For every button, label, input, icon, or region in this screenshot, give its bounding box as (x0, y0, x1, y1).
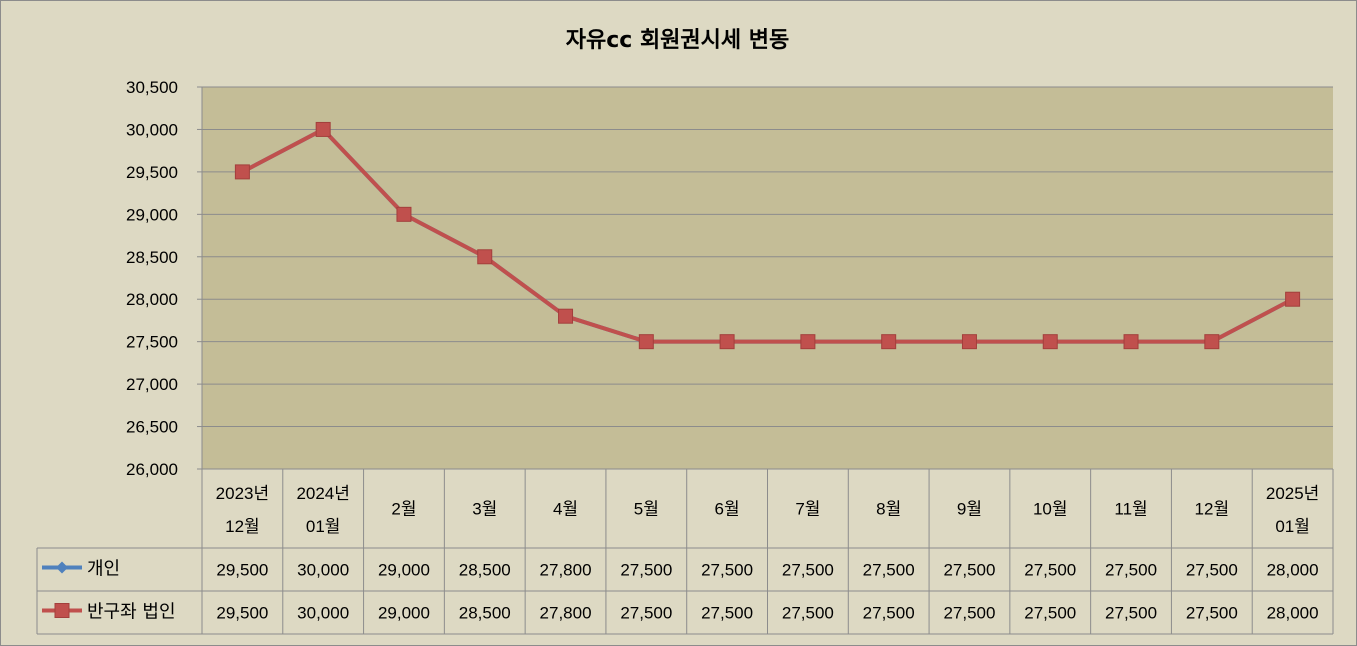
series-1-point (800, 334, 816, 350)
data-label: 29,500 (216, 561, 268, 580)
chart-title: 자유cc 회원권시세 변동 (565, 28, 790, 53)
y-tick-label: 30,500 (126, 78, 178, 97)
category-label: 3월 (472, 500, 497, 519)
series-1-point (1204, 334, 1220, 350)
series-line-1 (241, 127, 1294, 344)
data-label: 27,500 (701, 604, 753, 623)
series-1-point (719, 334, 735, 350)
category-label: 7월 (795, 500, 820, 519)
legend-label-0: 개인 (87, 559, 120, 580)
category-label: 9월 (957, 500, 982, 519)
category-label: 10월 (1033, 500, 1068, 519)
data-label: 27,500 (620, 561, 672, 580)
data-label: 27,500 (1186, 561, 1238, 580)
series-1-point (961, 334, 977, 350)
data-label: 28,000 (1267, 561, 1319, 580)
category-label: 5월 (634, 500, 659, 519)
category-label: 6월 (715, 500, 740, 519)
data-label: 27,500 (782, 561, 834, 580)
legend-key-marker-1 (54, 603, 70, 618)
plot-area (202, 87, 1333, 469)
data-label: 27,500 (863, 604, 915, 623)
y-tick-label: 27,500 (126, 333, 178, 352)
y-tick-label: 26,000 (126, 460, 178, 479)
data-label: 28,500 (459, 604, 511, 623)
category-label: 8월 (876, 500, 901, 519)
category-label-line1: 2025년 (1266, 484, 1319, 503)
data-label: 27,800 (540, 604, 592, 623)
series-1-point (234, 164, 250, 180)
data-label: 27,500 (943, 561, 995, 580)
series-1-point (638, 334, 654, 350)
y-tick-label: 29,500 (126, 163, 178, 182)
data-label: 28,000 (1267, 604, 1319, 623)
data-label: 27,500 (943, 604, 995, 623)
data-label: 27,500 (782, 604, 834, 623)
data-label: 27,500 (701, 561, 753, 580)
data-label: 27,500 (1024, 604, 1076, 623)
data-label: 27,500 (1186, 604, 1238, 623)
y-tick-label: 28,500 (126, 248, 178, 267)
legend-key-marker-0 (56, 561, 68, 574)
y-tick-label: 28,000 (126, 290, 178, 309)
category-label: 12월 (1195, 500, 1230, 519)
data-label: 27,500 (1024, 561, 1076, 580)
category-label: 2월 (391, 500, 416, 519)
category-label: 4월 (553, 500, 578, 519)
data-label: 27,500 (1105, 561, 1157, 580)
category-label-line2: 01월 (1275, 517, 1310, 536)
data-label: 29,000 (378, 604, 430, 623)
y-tick-label: 29,000 (126, 205, 178, 224)
y-tick-label: 26,500 (126, 418, 178, 437)
series-1-point (558, 308, 574, 324)
data-label: 28,500 (459, 561, 511, 580)
series-1-point (396, 206, 412, 222)
y-tick-label: 30,000 (126, 120, 178, 139)
data-label: 30,000 (297, 561, 349, 580)
data-label: 30,000 (297, 604, 349, 623)
y-tick-label: 27,000 (126, 375, 178, 394)
category-label-line2: 01월 (306, 517, 341, 536)
series-1-point (1123, 334, 1139, 350)
category-label: 11월 (1114, 500, 1147, 519)
data-label: 29,500 (216, 604, 268, 623)
series-1-point (881, 334, 897, 350)
series-1-point (1285, 291, 1301, 307)
series-1-point (315, 121, 331, 137)
data-label: 27,800 (540, 561, 592, 580)
series-1-point (477, 249, 493, 265)
category-label-line1: 2024년 (296, 484, 349, 503)
data-label: 27,500 (1105, 604, 1157, 623)
category-label-line2: 12월 (225, 517, 260, 536)
legend-label-1: 반구좌 법인 (87, 602, 176, 623)
series-1-point (1042, 334, 1058, 350)
data-label: 29,000 (378, 561, 430, 580)
data-label: 27,500 (863, 561, 915, 580)
category-label-line1: 2023년 (216, 484, 269, 503)
data-label: 27,500 (620, 604, 672, 623)
